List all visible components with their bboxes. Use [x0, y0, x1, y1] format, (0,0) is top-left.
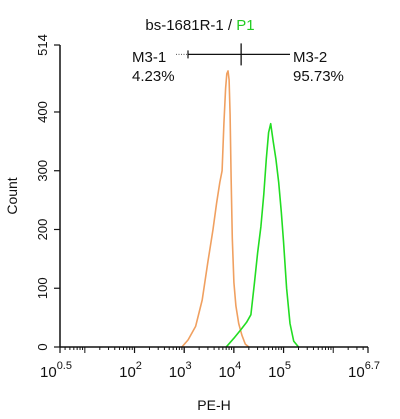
series-line-sample	[225, 122, 300, 348]
y-tick-label: 100	[35, 277, 50, 299]
title-prefix: bs-1681R-1 /	[145, 17, 236, 34]
x-tick-label: 106.7	[348, 360, 380, 381]
x-tick-label: 100.5	[40, 360, 72, 381]
title-gate: P1	[236, 17, 254, 34]
y-tick-label: 400	[35, 101, 50, 123]
y-tick-label: 300	[35, 160, 50, 182]
series-line-control	[181, 70, 250, 348]
y-tick-label: 0	[35, 343, 50, 350]
y-axis-label: Count	[4, 177, 20, 214]
chart-title: bs-1681R-1 / P1	[145, 17, 254, 34]
x-tick-label: 102	[119, 360, 142, 381]
y-tick-label: 514	[35, 34, 50, 56]
gate-right-percent: 95.73%	[293, 68, 344, 85]
x-tick-label: 104	[218, 360, 241, 381]
gate-left-percent: 4.23%	[132, 68, 175, 85]
x-tick-label: 103	[169, 360, 192, 381]
x-axis-label: PE-H	[197, 397, 230, 413]
y-tick-label: 200	[35, 219, 50, 241]
gate-left-name: M3-1	[132, 49, 166, 66]
gate-right-name: M3-2	[293, 49, 327, 66]
x-tick-label: 105	[268, 360, 291, 381]
